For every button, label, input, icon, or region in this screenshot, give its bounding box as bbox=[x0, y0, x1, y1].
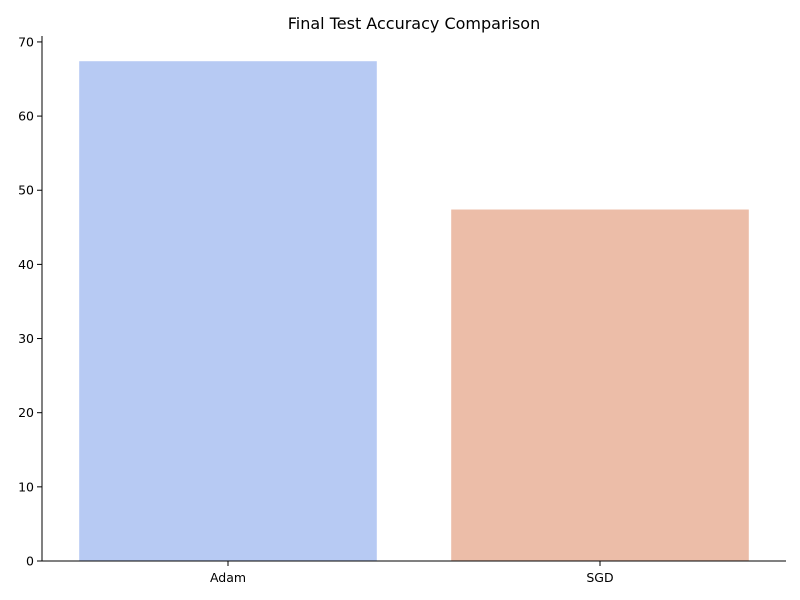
y-tick-label: 50 bbox=[18, 183, 34, 198]
bar-sgd bbox=[451, 209, 749, 561]
y-tick-label: 0 bbox=[26, 554, 34, 569]
y-tick-label: 20 bbox=[18, 405, 34, 420]
y-tick-label: 70 bbox=[18, 34, 34, 49]
x-axis: Adam SGD bbox=[42, 560, 786, 585]
bar-adam bbox=[79, 61, 377, 562]
chart-title: Final Test Accuracy Comparison bbox=[288, 14, 540, 33]
x-tick-label-adam: Adam bbox=[210, 570, 246, 585]
y-tick-label: 10 bbox=[18, 479, 34, 494]
x-tick-label-sgd: SGD bbox=[586, 570, 613, 585]
bars-layer bbox=[79, 61, 749, 562]
y-tick-label: 60 bbox=[18, 109, 34, 124]
y-tick-label: 40 bbox=[18, 257, 34, 272]
y-tick-label: 30 bbox=[18, 331, 34, 346]
y-axis: 0 10 20 30 40 50 60 70 bbox=[18, 34, 43, 569]
